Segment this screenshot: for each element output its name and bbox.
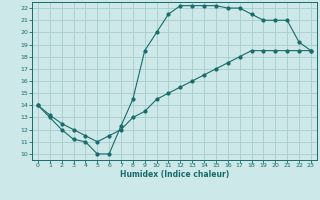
X-axis label: Humidex (Indice chaleur): Humidex (Indice chaleur) xyxy=(120,170,229,179)
